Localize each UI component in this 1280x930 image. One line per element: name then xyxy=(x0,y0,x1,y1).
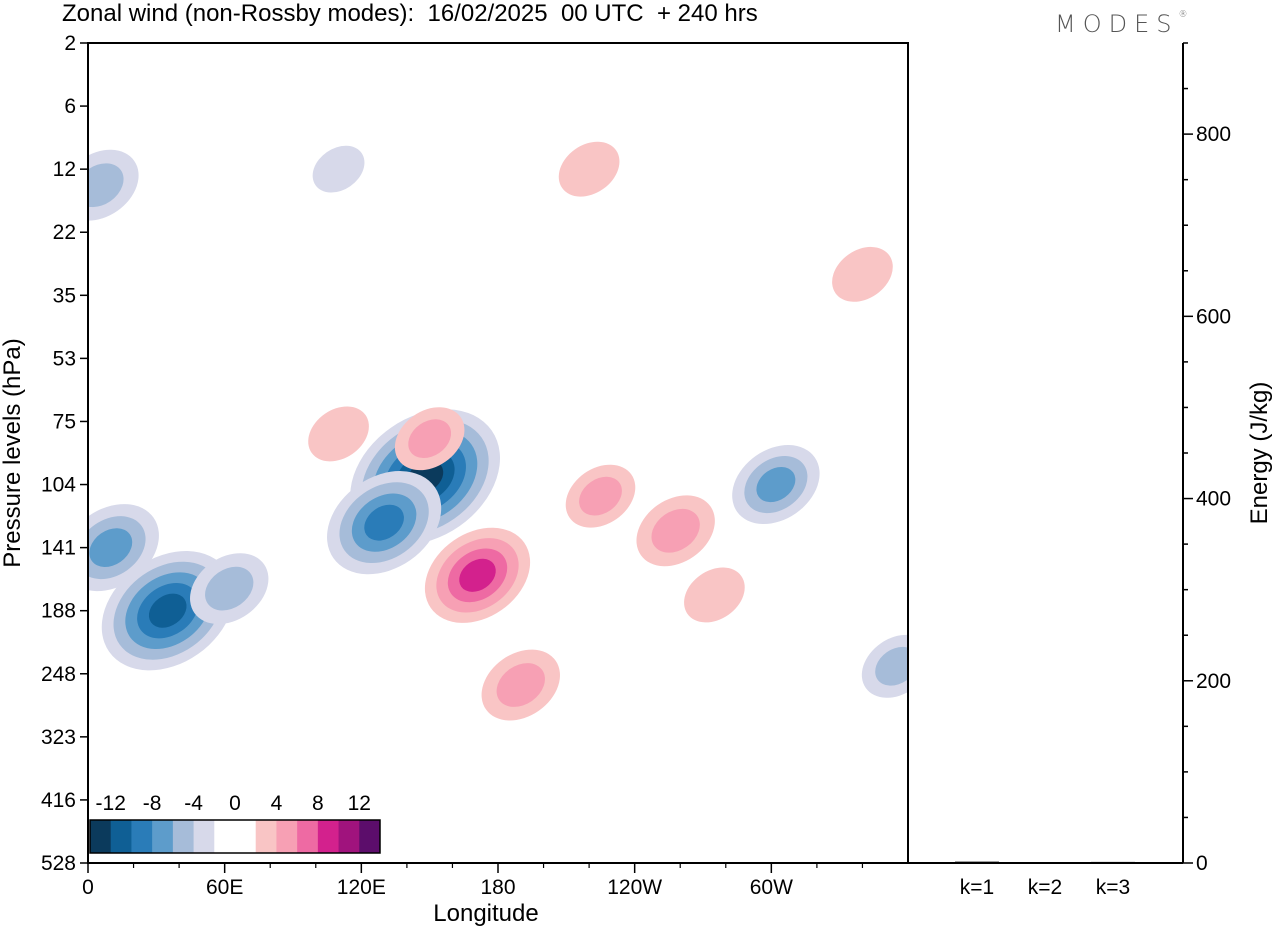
energy-panel: 0 200 400 600 800 Energy (J/kg) k=1 k=2 k=3 xyxy=(908,42,1273,899)
x-tick-label: 0 xyxy=(82,876,94,899)
colorbar-swatch xyxy=(297,820,319,853)
heatmap-contour xyxy=(88,163,124,208)
heatmap-contour xyxy=(312,145,365,193)
y-axis-title: Pressure levels (hPa) xyxy=(0,338,26,567)
heatmap-contour xyxy=(148,593,187,628)
heatmap-contour xyxy=(205,566,254,611)
logo-text: MODES xyxy=(1055,10,1179,38)
x-tick-label: 120E xyxy=(337,876,386,899)
colorbar-label: 12 xyxy=(348,792,371,815)
heatmap-feature xyxy=(88,149,139,221)
chart-title: Zonal wind (non-Rossby modes): 16/02/202… xyxy=(62,0,758,27)
heatmap-contour xyxy=(89,528,133,567)
heatmap-feature xyxy=(327,471,442,575)
heatmap-feature xyxy=(308,406,369,462)
heatmap-contour xyxy=(496,663,545,707)
heatmap-feature xyxy=(861,634,908,698)
colorbar-label: -12 xyxy=(96,792,126,815)
y-tick-label: 2 xyxy=(64,32,76,55)
y-tick-label: 141 xyxy=(41,537,76,560)
y-tick-label: 75 xyxy=(53,410,76,433)
heatmap-feature xyxy=(832,246,893,302)
heatmap-contour xyxy=(558,141,620,197)
x-tick-label: 60E xyxy=(206,876,243,899)
colorbar-label: 0 xyxy=(229,792,241,815)
heatmap-contour xyxy=(832,246,893,302)
y-tick-label: 12 xyxy=(53,158,76,181)
energy-y-axis-title: Energy (J/kg) xyxy=(1246,382,1273,525)
energy-bar xyxy=(1091,861,1135,864)
y-tick-label: 35 xyxy=(53,284,76,307)
energy-y-tick-label: 0 xyxy=(1196,852,1208,875)
logo-registered-mark: ® xyxy=(1178,10,1188,20)
colorbar-swatch xyxy=(110,820,132,853)
energy-x-tick-label: k=1 xyxy=(960,876,994,899)
heatmap-feature xyxy=(312,145,365,193)
colorbar-label: 8 xyxy=(312,792,324,815)
colorbar-swatch xyxy=(193,820,215,853)
y-tick-label: 104 xyxy=(41,474,76,497)
y-tick-label: 22 xyxy=(53,221,76,244)
energy-x-tick-label: k=3 xyxy=(1096,876,1130,899)
heatmap-contour xyxy=(579,476,622,516)
heatmap-feature xyxy=(558,141,620,197)
energy-bar xyxy=(1023,862,1067,864)
colorbar-swatch xyxy=(214,820,236,853)
energy-y-tick-label: 200 xyxy=(1196,670,1231,693)
colorbar-label: 4 xyxy=(271,792,283,815)
heatmap-feature xyxy=(394,407,465,471)
heatmap-feature xyxy=(636,495,715,567)
y-tick-label: 6 xyxy=(64,95,76,118)
colorbar-swatch xyxy=(172,820,195,853)
heatmap-contour xyxy=(684,567,745,623)
heatmap-feature xyxy=(424,527,531,623)
heatmap-contour xyxy=(308,406,369,462)
y-tick-label: 248 xyxy=(41,663,76,686)
colorbar-swatch xyxy=(338,820,360,853)
y-tick-label: 323 xyxy=(41,726,76,749)
energy-y-tick-label: 800 xyxy=(1196,123,1231,146)
y-tick-label: 416 xyxy=(41,789,76,812)
colorbar: -12 -8 -4 0 4 8 12 xyxy=(88,785,382,855)
colorbar-swatch xyxy=(359,820,381,853)
colorbar-swatch xyxy=(317,820,340,853)
colorbar-swatch xyxy=(90,820,112,853)
left-panel-axes: 2 6 12 22 35 53 75 104 141 188 248 323 416 528 Pressur… xyxy=(0,32,909,927)
energy-bar xyxy=(955,861,999,864)
colorbar-swatch xyxy=(152,820,174,853)
colorbar-label: -8 xyxy=(143,792,162,815)
heatmap-contour xyxy=(364,504,404,541)
heatmap-contour xyxy=(651,508,700,553)
heatmap-contour xyxy=(756,466,796,503)
x-tick-label: 180 xyxy=(480,876,515,899)
modes-logo: MODES® xyxy=(1055,10,1187,38)
heatmap-feature xyxy=(481,649,560,721)
y-tick-label: 528 xyxy=(41,852,76,875)
x-tick-label: 60W xyxy=(750,876,793,899)
heatmap-feature xyxy=(565,464,636,528)
x-tick-label: 120W xyxy=(607,876,662,899)
heatmap-feature xyxy=(190,553,269,625)
colorbar-swatch xyxy=(255,820,277,853)
y-tick-label: 188 xyxy=(41,600,76,623)
colorbar-swatch xyxy=(235,820,257,853)
energy-y-tick-label: 600 xyxy=(1196,305,1231,328)
y-tick-label: 53 xyxy=(53,347,76,370)
colorbar-swatch xyxy=(131,820,153,853)
heatmap-feature xyxy=(684,567,745,623)
x-axis-title: Longitude xyxy=(433,900,538,927)
colorbar-swatch xyxy=(276,820,298,853)
heatmap-feature xyxy=(732,445,820,525)
heatmap-contour xyxy=(459,558,496,592)
energy-x-tick-label: k=2 xyxy=(1028,876,1062,899)
heatmap-feature xyxy=(88,504,159,592)
colorbar-label: -4 xyxy=(184,792,203,815)
energy-y-tick-label: 400 xyxy=(1196,488,1231,511)
colorbar-frame xyxy=(89,819,381,854)
heatmap-plot-area xyxy=(88,141,908,721)
heatmap-contour xyxy=(408,419,452,459)
